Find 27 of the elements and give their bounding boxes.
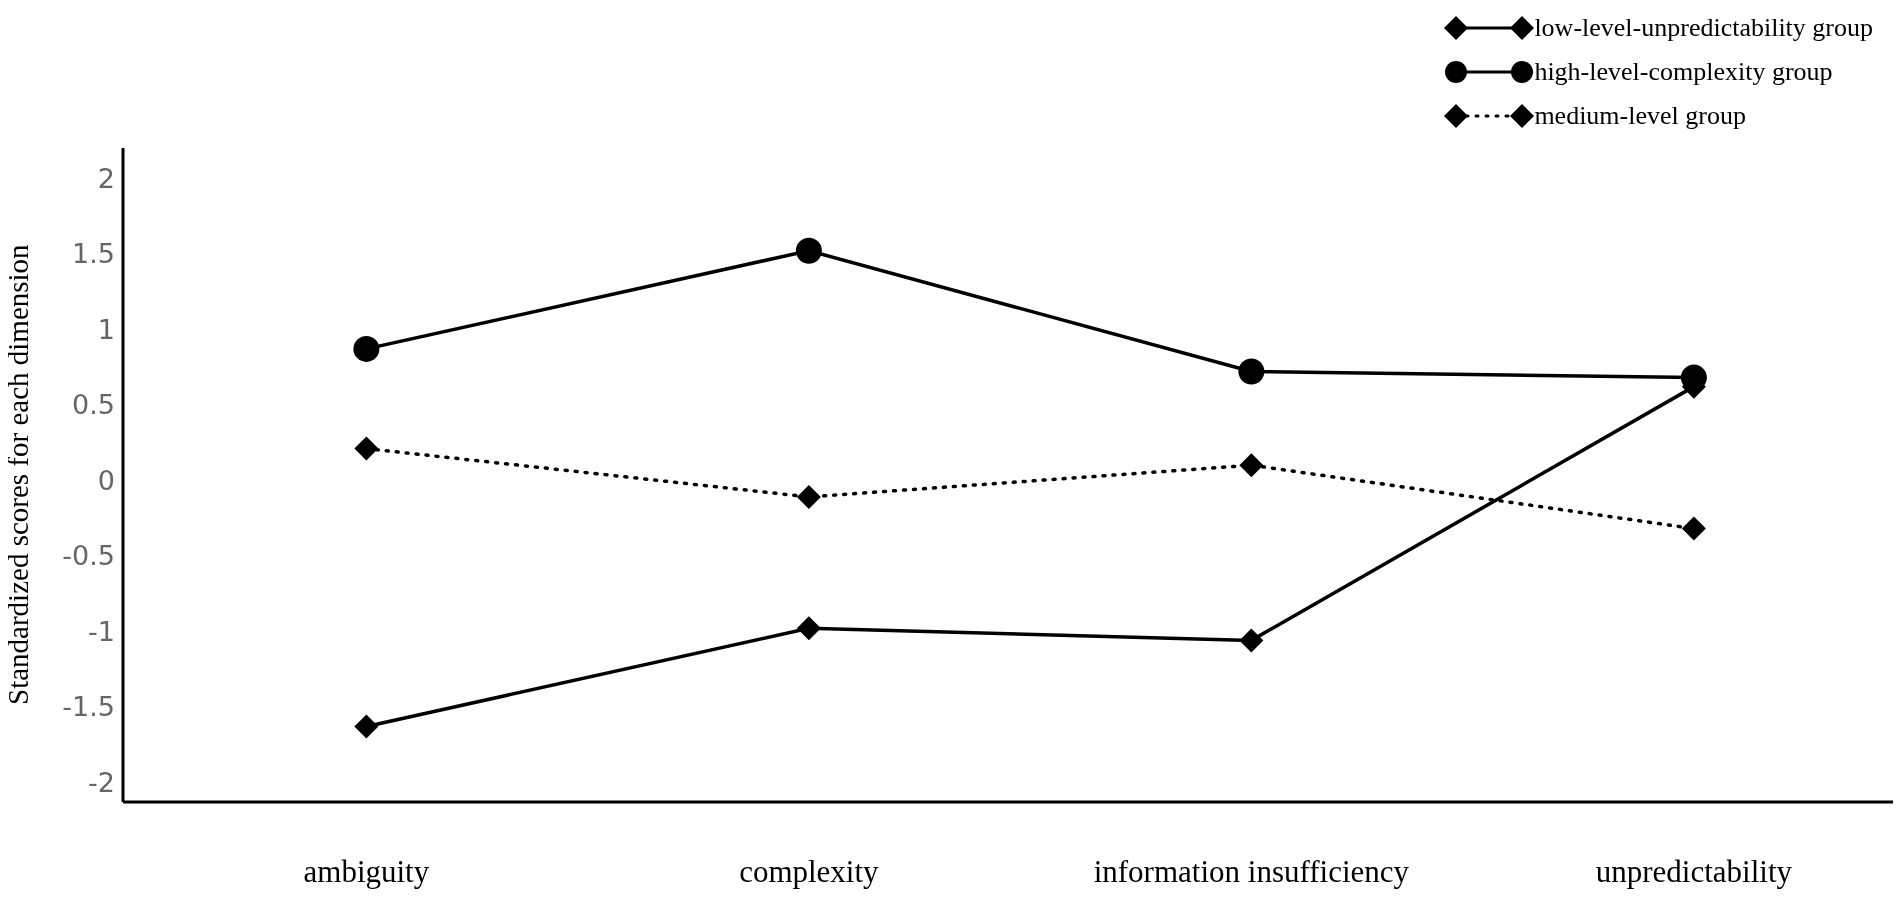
point	[1239, 453, 1264, 478]
point	[796, 484, 821, 509]
y-tick-label: 0	[97, 464, 115, 496]
point	[795, 237, 822, 264]
y-tick-label: -1	[88, 615, 115, 647]
point	[1238, 358, 1265, 385]
y-tick-label: -1.5	[62, 691, 115, 723]
y-tick-label: -0.5	[62, 540, 115, 572]
legend-label: low-level-unpredictability group	[1534, 13, 1873, 43]
point	[353, 335, 380, 362]
y-tick-label: 0.5	[72, 389, 115, 421]
point	[354, 714, 379, 739]
x-tick-label: ambiguity	[303, 854, 430, 890]
x-tick-label: information insufficiency	[1093, 854, 1410, 890]
point	[354, 436, 379, 461]
legend-label: high-level-complexity group	[1534, 57, 1833, 87]
y-axis-title: Standardized scores for each dimension	[2, 243, 35, 705]
point	[1681, 516, 1706, 541]
x-tick-label: unpredictability	[1595, 854, 1793, 890]
y-tick-label: 1	[97, 313, 115, 345]
x-tick-label: complexity	[739, 854, 880, 890]
point	[1239, 628, 1264, 653]
y-tick-label: -2	[88, 766, 115, 798]
y-tick-label: 1.5	[72, 238, 115, 270]
point	[796, 616, 821, 641]
y-tick-label: 2	[97, 162, 115, 194]
legend-label: medium-level group	[1534, 101, 1746, 131]
